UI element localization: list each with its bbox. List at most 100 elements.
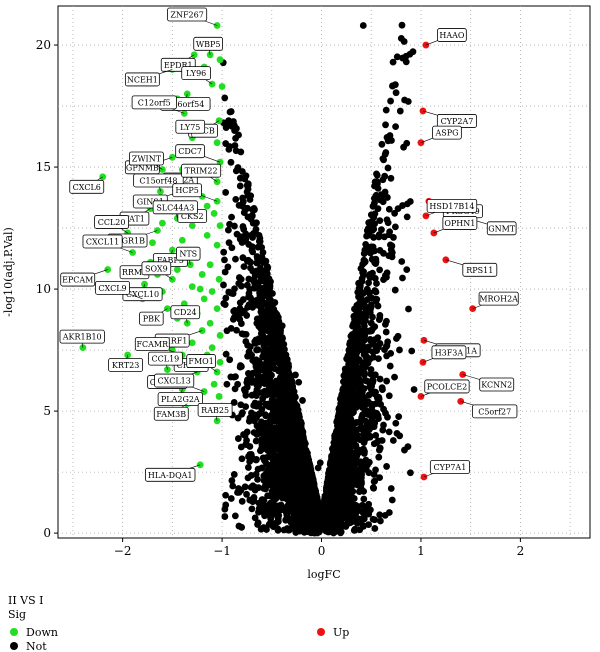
point-not-significant	[238, 455, 246, 463]
point-not-significant	[227, 373, 235, 381]
point-not-significant	[264, 492, 272, 500]
point-not-significant	[356, 284, 363, 292]
label-box	[176, 246, 201, 261]
point-not-significant	[334, 466, 341, 474]
point-not-significant	[254, 376, 262, 383]
point-not-significant	[259, 275, 267, 283]
point-not-significant	[269, 447, 276, 455]
label-box	[442, 216, 478, 230]
gene-label: SLC44A3	[156, 203, 194, 212]
point-not-significant	[381, 172, 389, 180]
point-down	[216, 222, 224, 230]
gene-label: CYP2A7	[441, 117, 474, 126]
point-not-significant	[287, 394, 294, 402]
point-not-significant	[366, 289, 374, 297]
point-not-significant	[277, 501, 285, 509]
point-not-significant	[236, 305, 244, 312]
point-not-significant	[407, 469, 414, 477]
point-not-significant	[237, 148, 245, 156]
point-not-significant	[371, 323, 379, 331]
point-not-significant	[293, 412, 301, 420]
label-box	[478, 291, 519, 306]
point-not-significant	[392, 419, 400, 427]
point-not-significant	[315, 515, 322, 523]
point-not-significant	[251, 206, 258, 214]
label-box	[432, 125, 462, 140]
point-not-significant	[398, 21, 406, 29]
gene-label: GINS1	[137, 197, 164, 206]
point-not-significant	[227, 324, 235, 332]
point-not-significant	[251, 417, 258, 425]
point-down	[208, 288, 216, 295]
gene-label: FCAMR	[136, 340, 169, 349]
legend: II VS I Sig Down Not Up	[8, 594, 349, 652]
point-not-significant	[236, 182, 244, 190]
point-not-significant	[293, 460, 301, 467]
point-not-significant	[362, 433, 370, 441]
point-not-significant	[231, 222, 238, 230]
label-box	[157, 392, 203, 407]
point-not-significant	[357, 458, 364, 466]
point-not-significant	[397, 34, 405, 42]
point-down	[216, 332, 224, 339]
point-not-significant	[381, 346, 388, 354]
point-not-significant	[385, 509, 393, 516]
point-not-significant	[371, 274, 379, 282]
label-box	[108, 358, 144, 372]
point-not-significant	[292, 371, 299, 379]
point-not-significant	[234, 164, 242, 171]
point-not-significant	[359, 22, 367, 29]
point-not-significant	[354, 303, 361, 310]
point-not-significant	[237, 401, 245, 409]
label-box	[134, 337, 170, 351]
point-not-significant	[393, 53, 401, 61]
point-not-significant	[378, 437, 386, 444]
point-not-significant	[373, 180, 381, 188]
point-down	[159, 219, 166, 227]
point-not-significant	[298, 420, 305, 427]
point-not-significant	[359, 446, 367, 453]
point-not-significant	[228, 213, 235, 221]
point-not-significant	[222, 350, 230, 358]
point-not-significant	[251, 399, 259, 407]
point-not-significant	[287, 495, 295, 503]
y-tick-label: 5	[43, 404, 51, 418]
gene-label: FAM3B	[156, 410, 186, 419]
point-not-significant	[239, 409, 246, 417]
point-not-significant	[276, 455, 284, 463]
point-not-significant	[352, 501, 359, 509]
legend-swatch-down	[10, 628, 18, 636]
point-not-significant	[229, 482, 237, 490]
point-not-significant	[295, 505, 303, 513]
point-not-significant	[234, 435, 242, 442]
point-not-significant	[344, 457, 352, 465]
point-not-significant	[286, 526, 294, 533]
point-not-significant	[357, 476, 365, 484]
point-not-significant	[222, 189, 230, 196]
point-not-significant	[265, 403, 272, 410]
point-not-significant	[257, 525, 265, 533]
point-not-significant	[252, 389, 260, 397]
point-not-significant	[262, 419, 270, 427]
point-not-significant	[352, 337, 360, 345]
point-not-significant	[352, 510, 359, 518]
point-not-significant	[226, 356, 234, 364]
point-not-significant	[332, 493, 340, 501]
point-not-significant	[261, 317, 269, 325]
point-not-significant	[289, 387, 297, 395]
point-not-significant	[342, 521, 349, 529]
point-down	[208, 80, 216, 88]
point-not-significant	[269, 408, 277, 415]
point-not-significant	[235, 488, 243, 496]
point-not-significant	[238, 523, 246, 531]
point-not-significant	[314, 506, 322, 514]
point-not-significant	[331, 507, 339, 514]
point-not-significant	[365, 279, 372, 287]
gene-label: CXCL9	[98, 284, 126, 293]
point-not-significant	[331, 432, 339, 440]
gene-label: NTS	[179, 250, 197, 259]
point-not-significant	[365, 346, 372, 354]
point-not-significant	[284, 411, 292, 419]
gene-label: CXCL13	[158, 377, 191, 386]
